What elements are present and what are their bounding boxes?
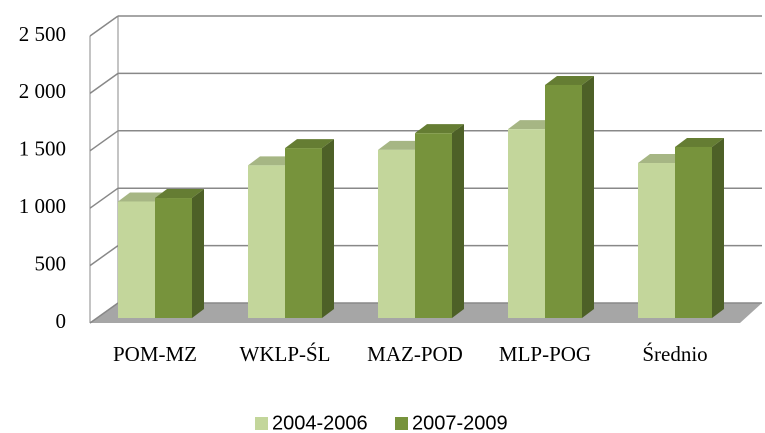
bar-top	[545, 75, 594, 85]
bar-top	[638, 154, 687, 164]
grid-line-side	[89, 187, 119, 209]
legend-swatch	[395, 417, 408, 430]
y-tick-label: 500	[35, 251, 67, 275]
bar	[638, 163, 675, 318]
y-tick-label: 1 000	[19, 194, 66, 218]
bar	[415, 133, 452, 318]
y-tick-label: 0	[56, 309, 67, 333]
bar-side	[452, 124, 464, 318]
bar-top	[508, 120, 557, 130]
bar	[118, 201, 155, 318]
bar	[675, 146, 712, 318]
y-tick-label: 1 500	[19, 137, 66, 161]
bar	[508, 129, 545, 318]
bar-top	[248, 156, 297, 166]
y-tick-label: 2 000	[19, 79, 66, 103]
bar	[285, 148, 322, 318]
legend-label: 2007-2009	[412, 412, 508, 433]
bar-top	[155, 189, 204, 199]
legend-swatch	[255, 417, 268, 430]
bar	[248, 165, 285, 318]
bar	[155, 198, 192, 318]
bar	[378, 149, 415, 318]
x-tick-label: Średnio	[642, 342, 707, 366]
x-tick-label: WKLP-ŚL	[240, 342, 331, 366]
grid-line-side	[89, 244, 119, 267]
grid-line-side	[89, 15, 119, 37]
bar-top	[118, 192, 167, 202]
bar	[545, 84, 582, 319]
bar-side	[322, 139, 334, 318]
bar-side	[712, 137, 724, 318]
legend-label: 2004-2006	[272, 412, 368, 433]
y-tick-label: 2 500	[19, 22, 66, 46]
x-tick-label: MLP-POG	[499, 342, 591, 366]
grid-line-side	[89, 72, 119, 95]
x-tick-label: MAZ-POD	[367, 342, 463, 366]
bar-top	[285, 139, 334, 149]
bar-top	[378, 140, 427, 150]
bar-top	[415, 124, 464, 134]
bar-top	[675, 137, 724, 147]
grid-line-side	[89, 302, 119, 324]
x-tick-label: POM-MZ	[113, 342, 197, 366]
bar-side	[582, 75, 594, 319]
bar-side	[192, 189, 204, 318]
grid-line-side	[89, 130, 119, 152]
